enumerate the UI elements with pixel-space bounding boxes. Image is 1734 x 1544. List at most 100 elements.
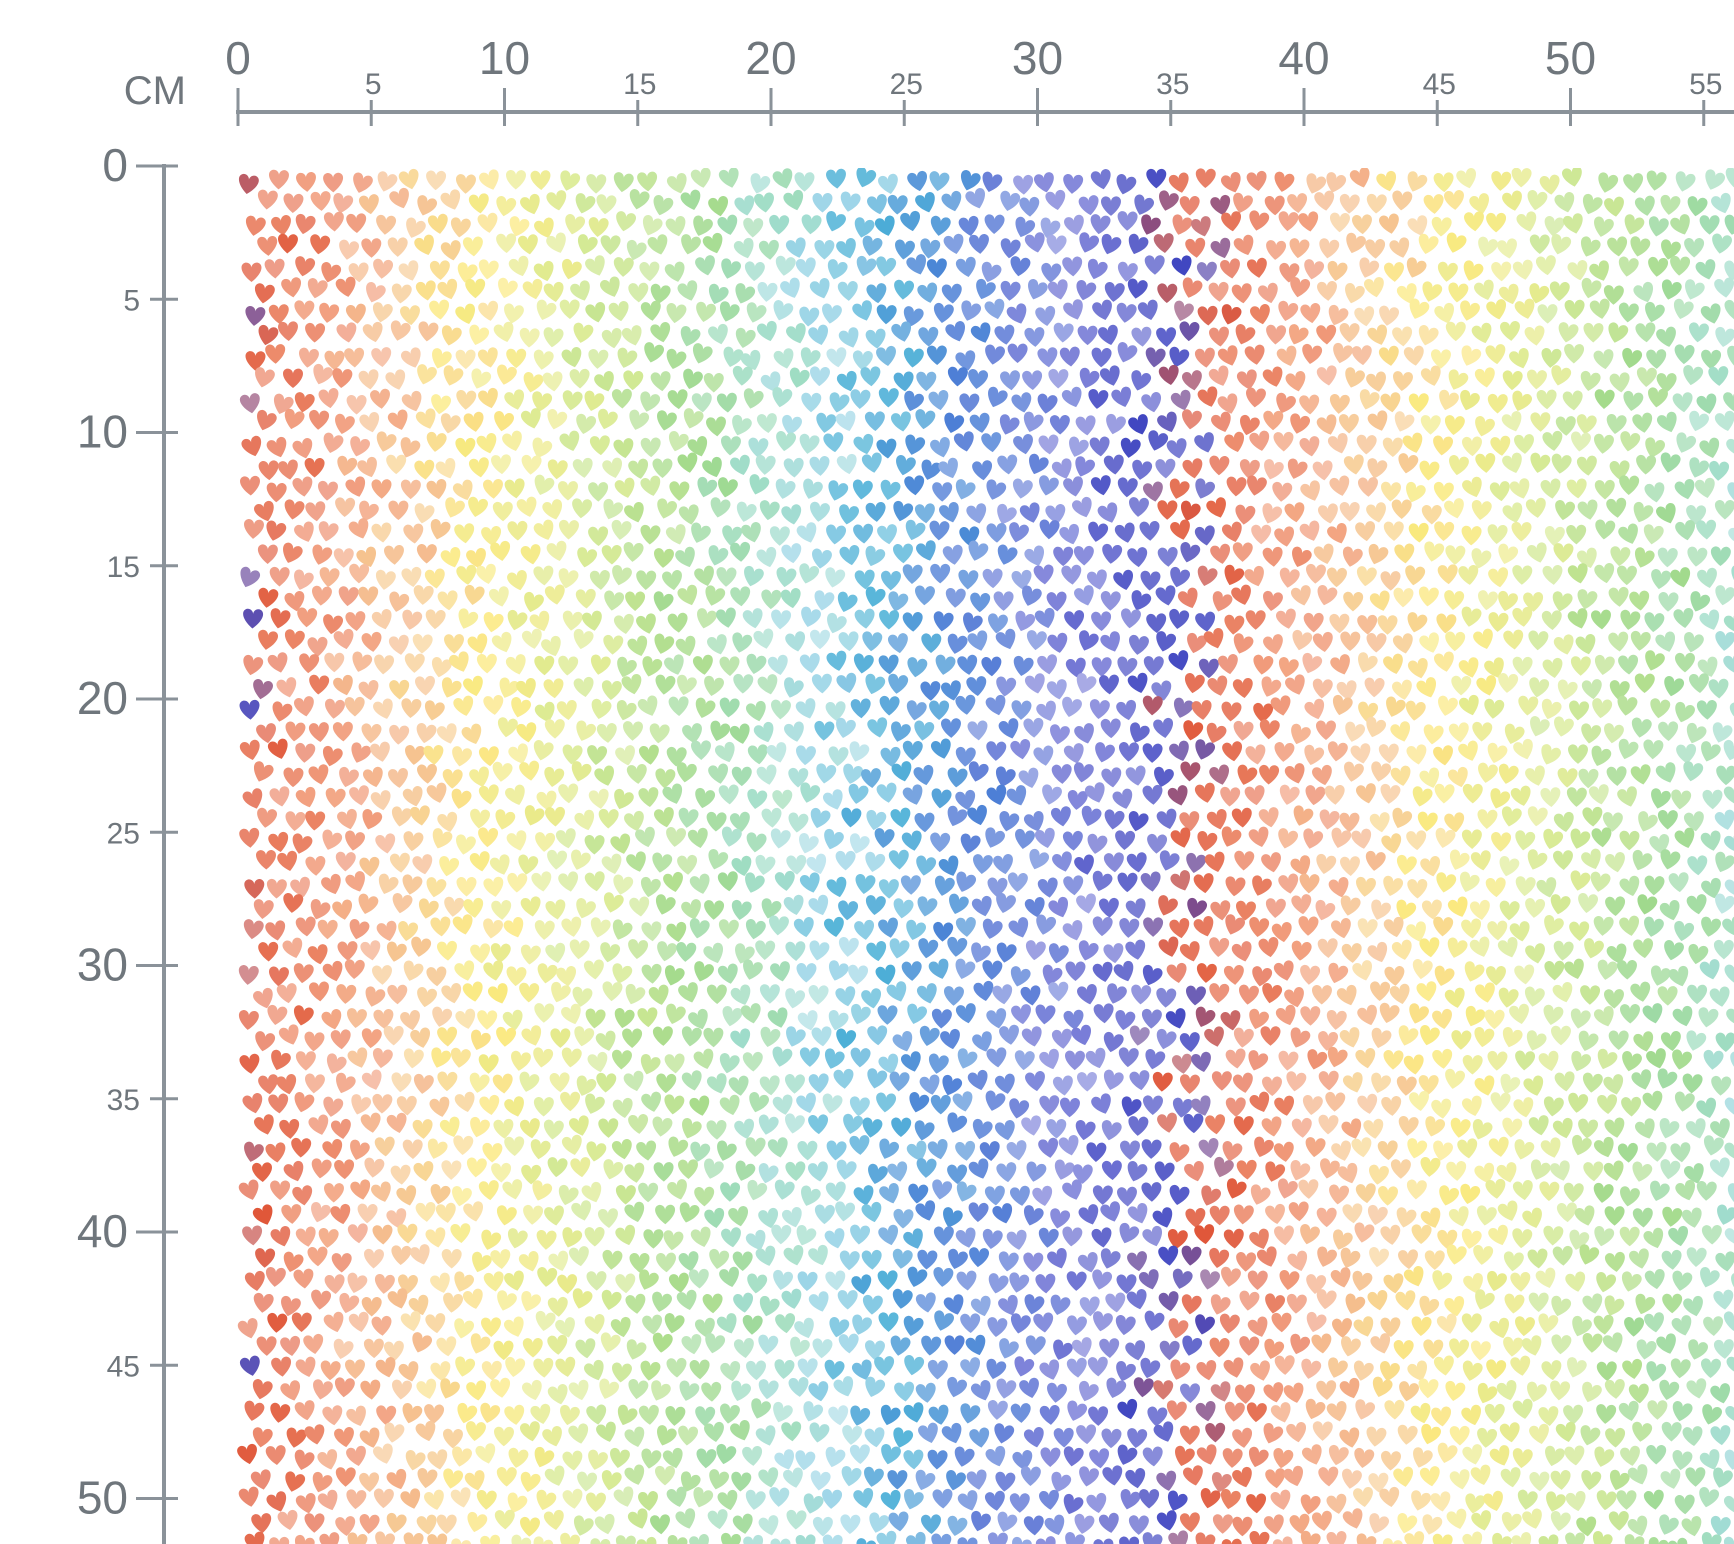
heart [1594, 433, 1614, 454]
heart [638, 1404, 659, 1425]
heart [1071, 1024, 1092, 1046]
heart [586, 174, 607, 194]
heart [1045, 189, 1066, 211]
heart [324, 1274, 345, 1295]
heart [1656, 373, 1677, 393]
heart [535, 832, 556, 852]
heart [1701, 916, 1721, 937]
heart [333, 674, 353, 696]
heart [1077, 325, 1098, 346]
heart [612, 1362, 632, 1383]
heart [1314, 190, 1335, 211]
heart [311, 1158, 332, 1179]
heart [623, 370, 644, 391]
heart [1488, 567, 1509, 588]
heart [345, 611, 366, 632]
heart [1670, 1358, 1691, 1379]
heart [947, 1112, 968, 1133]
heart [1170, 827, 1191, 848]
heart [1660, 1030, 1681, 1051]
heart [678, 1251, 699, 1272]
heart [1608, 631, 1629, 652]
heart [1617, 960, 1637, 980]
heart [1060, 1097, 1080, 1118]
heart [1272, 481, 1293, 502]
heart [1195, 611, 1216, 632]
heart [295, 742, 316, 763]
heart [569, 939, 590, 960]
heart [507, 569, 527, 591]
heart [339, 766, 359, 788]
heart [1619, 875, 1640, 897]
heart [1380, 783, 1401, 804]
heart [689, 873, 710, 894]
heart [1630, 981, 1651, 1002]
heart [1644, 1312, 1664, 1333]
heart [822, 303, 842, 324]
heart [824, 1359, 845, 1380]
heart [1604, 989, 1624, 1009]
heart [1332, 694, 1353, 716]
heart [1196, 963, 1217, 983]
heart [801, 392, 822, 413]
heart [1469, 899, 1490, 920]
heart [1339, 323, 1360, 343]
heart [849, 1135, 870, 1155]
heart [616, 211, 636, 232]
heart [498, 277, 518, 299]
heart [1180, 542, 1201, 563]
heart [1723, 784, 1734, 805]
heart [452, 479, 473, 501]
heart [360, 1112, 381, 1133]
heart [1576, 455, 1597, 476]
heart [1591, 827, 1612, 848]
heart [655, 674, 676, 695]
heart [1048, 943, 1069, 964]
heart [1392, 190, 1413, 211]
heart [595, 1030, 616, 1051]
heart [1514, 298, 1535, 319]
heart [704, 1158, 724, 1179]
heart [1197, 305, 1218, 326]
heart [542, 499, 563, 520]
heart [749, 474, 770, 495]
heart [1636, 367, 1657, 387]
heart [1318, 503, 1338, 524]
heart [1128, 233, 1149, 255]
heart [1657, 986, 1678, 1006]
heart [492, 501, 513, 522]
heart [1370, 1333, 1391, 1354]
heart [469, 324, 490, 346]
heart [534, 1003, 555, 1023]
heart [269, 169, 289, 190]
heart [1471, 499, 1492, 520]
heart [1577, 499, 1598, 520]
heart [253, 987, 273, 1009]
heart [1358, 701, 1379, 722]
heart [1596, 1271, 1616, 1293]
heart [1564, 958, 1584, 980]
heart [943, 233, 964, 254]
heart [1594, 479, 1615, 500]
heart [1142, 964, 1163, 986]
heart [1121, 608, 1141, 629]
heart [483, 694, 504, 715]
heart [1300, 1494, 1321, 1515]
heart [1411, 1490, 1431, 1511]
heart [639, 261, 660, 282]
heart [1513, 1097, 1534, 1118]
heart [1535, 255, 1556, 276]
heart [400, 1488, 421, 1509]
heart [1156, 1028, 1177, 1050]
heart [1489, 1317, 1510, 1339]
heart [1584, 938, 1604, 959]
heart [349, 563, 370, 584]
heart [667, 1179, 687, 1200]
heart [1461, 1404, 1482, 1426]
heart [682, 723, 702, 744]
heart [669, 481, 690, 501]
heart [1065, 657, 1086, 678]
heart [1225, 914, 1245, 935]
heart [345, 871, 365, 892]
heart [1565, 1490, 1586, 1512]
